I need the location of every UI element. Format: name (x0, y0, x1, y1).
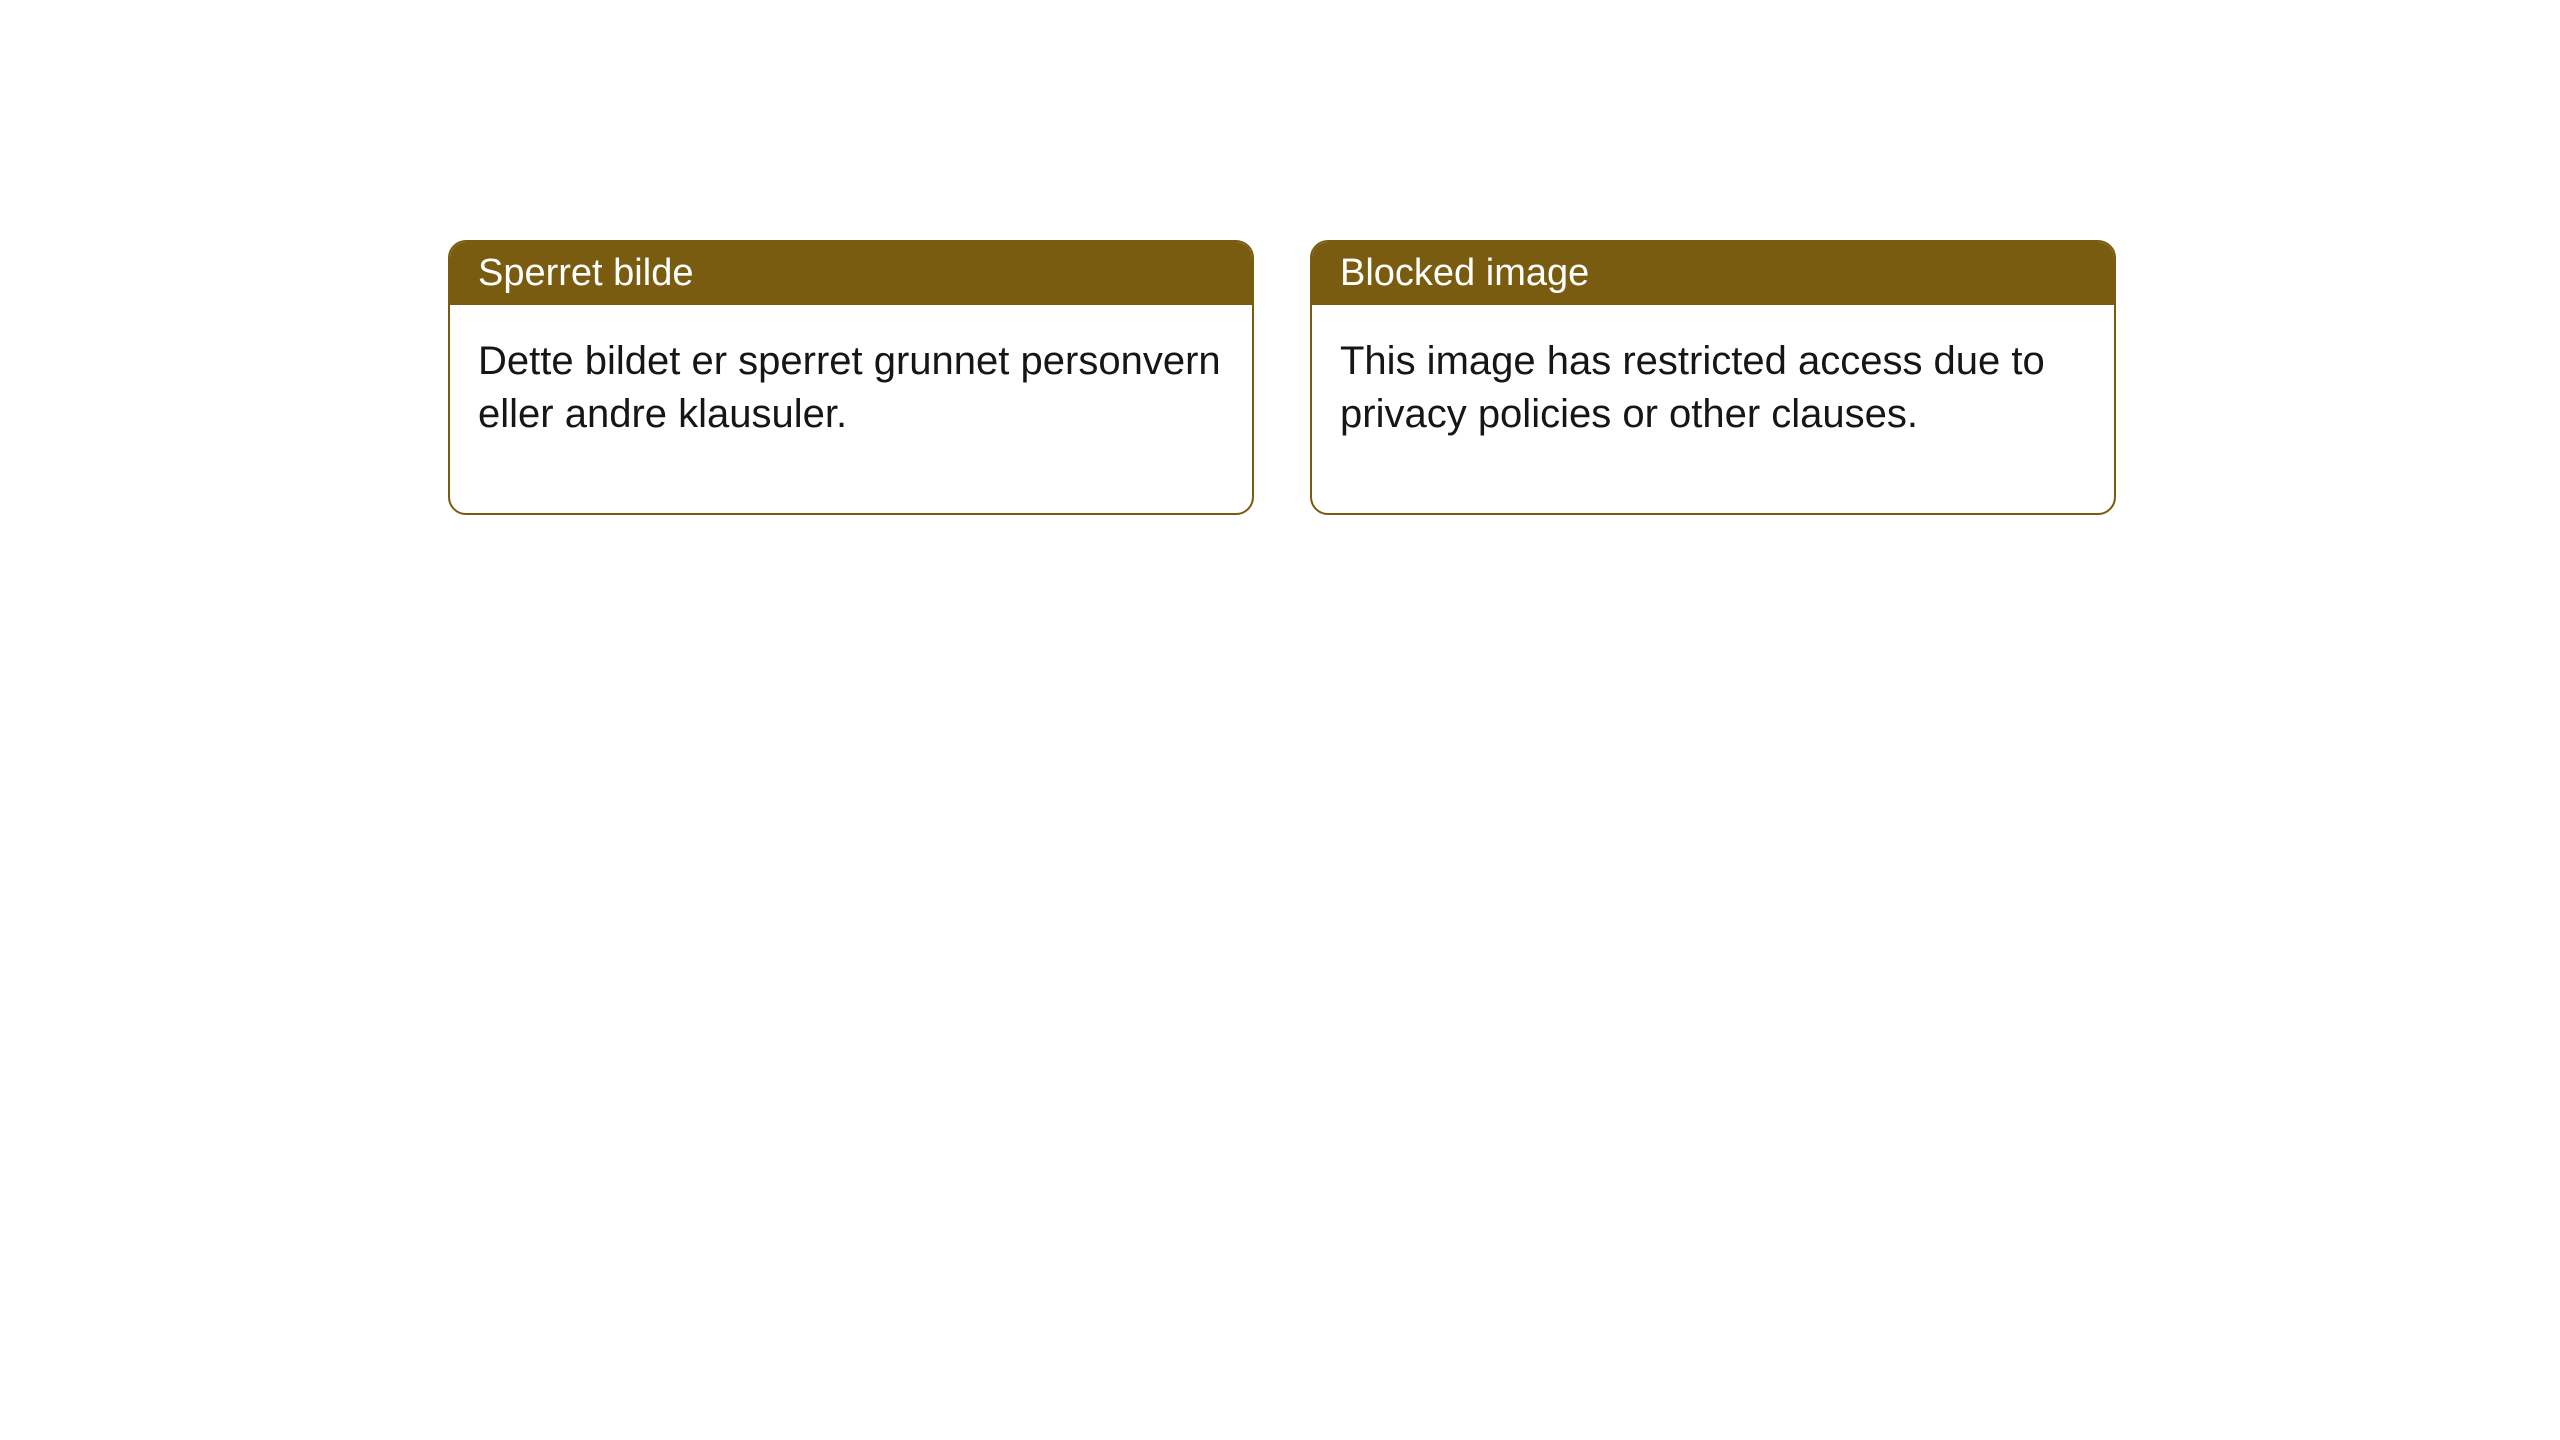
notice-card-body: Dette bildet er sperret grunnet personve… (450, 305, 1252, 513)
notice-card-body: This image has restricted access due to … (1312, 305, 2114, 513)
notice-cards-container: Sperret bilde Dette bildet er sperret gr… (448, 240, 2116, 515)
notice-card-en: Blocked image This image has restricted … (1310, 240, 2116, 515)
notice-card-title: Sperret bilde (450, 242, 1252, 305)
notice-card-title: Blocked image (1312, 242, 2114, 305)
notice-card-nb: Sperret bilde Dette bildet er sperret gr… (448, 240, 1254, 515)
